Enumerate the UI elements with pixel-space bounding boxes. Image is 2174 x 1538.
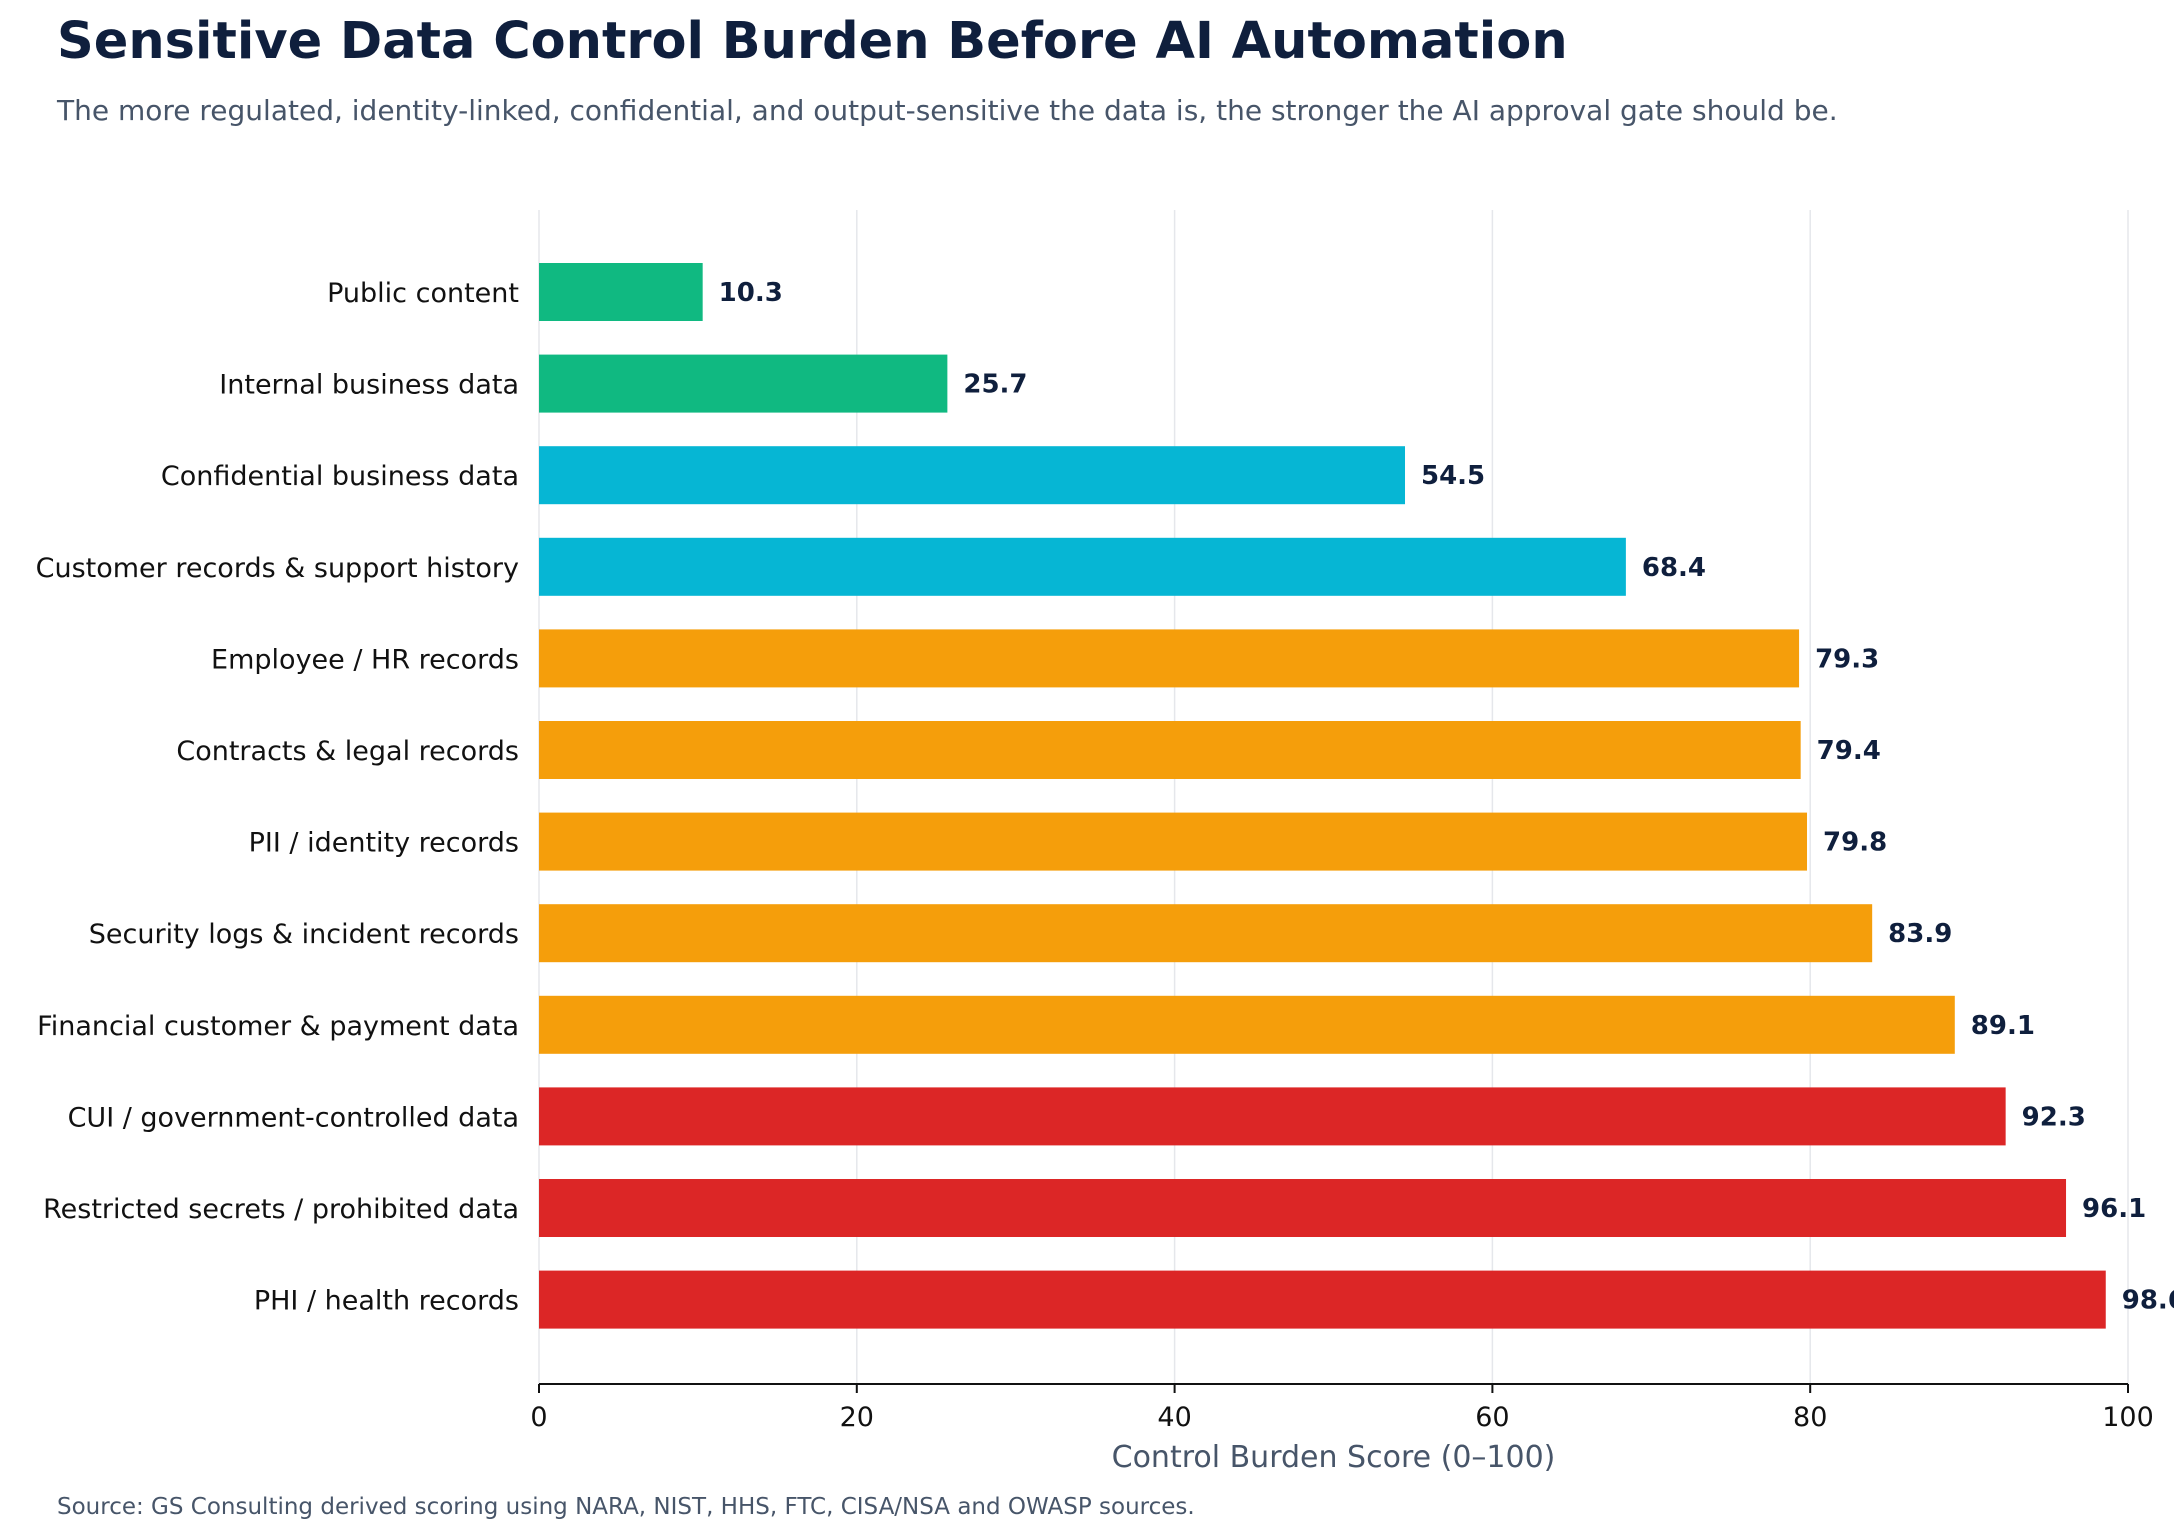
bar-6: [539, 812, 1808, 871]
bar-9: [539, 1087, 2006, 1146]
value-label-6: 79.8: [1823, 828, 1887, 858]
category-label-2: Confidential business data: [161, 461, 519, 492]
bar-10: [539, 1179, 2067, 1237]
bar-8: [539, 995, 1955, 1054]
value-label-8: 89.1: [1971, 1011, 2035, 1041]
x-tick-label-4: 80: [1793, 1402, 1827, 1433]
category-label-0: Public content: [327, 278, 519, 309]
value-label-4: 79.3: [1815, 644, 1879, 674]
category-label-5: Contracts & legal records: [176, 736, 519, 767]
category-label-4: Employee / HR records: [211, 644, 519, 675]
category-label-8: Financial customer & payment data: [37, 1011, 519, 1042]
category-labels: Public content Internal business data Conf…: [36, 278, 519, 1317]
value-label-9: 92.3: [2022, 1102, 2086, 1132]
source-note: Source: GS Consulting derived scoring us…: [57, 1494, 1195, 1520]
category-label-1: Internal business data: [219, 370, 519, 401]
bar-11: [539, 1270, 2106, 1329]
category-label-9: CUI / government-controlled data: [68, 1102, 519, 1133]
bar-7: [539, 904, 1873, 963]
category-label-10: Restricted secrets / prohibited data: [43, 1194, 519, 1225]
category-label-7: Security logs & incident records: [89, 919, 519, 950]
bar-0: [539, 263, 703, 321]
category-label-11: PHI / health records: [254, 1286, 519, 1317]
value-label-1: 25.7: [963, 370, 1027, 400]
category-label-6: PII / identity records: [249, 828, 519, 859]
x-tick-label-5: 100: [2102, 1402, 2154, 1433]
value-label-2: 54.5: [1421, 461, 1485, 491]
value-label-11: 98.6: [2122, 1286, 2174, 1316]
value-label-5: 79.4: [1817, 736, 1881, 766]
chart-title: Sensitive Data Control Burden Before AI …: [57, 12, 1568, 71]
x-tick-label-0: 0: [530, 1402, 547, 1433]
x-tick-label-3: 60: [1475, 1402, 1509, 1433]
bars: [539, 263, 2106, 1329]
x-axis: 0 20 40 60 80 100: [530, 1383, 2154, 1433]
bar-2: [539, 446, 1406, 505]
bar-5: [539, 721, 1801, 779]
value-label-7: 83.9: [1888, 919, 1952, 949]
bar-4: [539, 629, 1800, 688]
bar-3: [539, 537, 1626, 596]
x-tick-label-2: 40: [1157, 1402, 1191, 1433]
x-tick-label-1: 20: [840, 1402, 874, 1433]
bar-1: [539, 354, 948, 413]
value-labels: 10.3 25.7 54.5 68.4 79.3 79.4 79.8 83.9 89.1 92.3…: [719, 278, 2174, 1316]
x-axis-title: Control Burden Score (0–100): [1112, 1440, 1556, 1475]
category-label-3: Customer records & support history: [36, 553, 519, 584]
value-label-0: 10.3: [719, 278, 783, 308]
value-label-3: 68.4: [1642, 553, 1706, 583]
value-label-10: 96.1: [2082, 1194, 2146, 1224]
chart-subtitle: The more regulated, identity-linked, con…: [57, 94, 1838, 127]
